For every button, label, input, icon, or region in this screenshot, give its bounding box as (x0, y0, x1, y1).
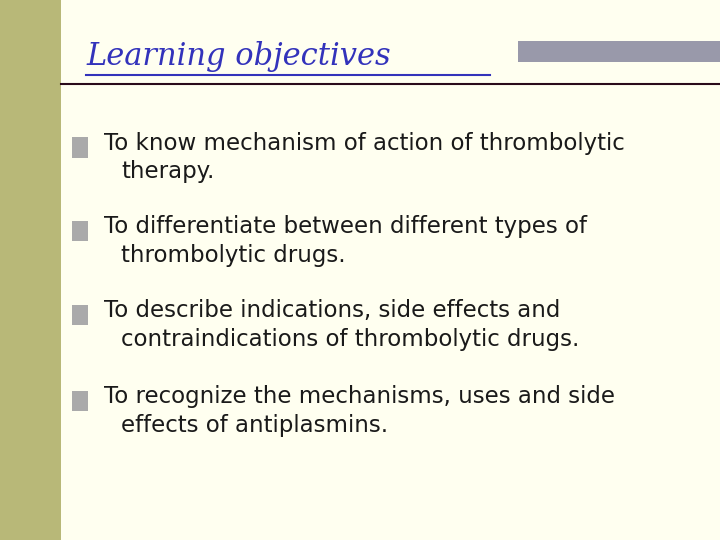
Text: To know mechanism of action of thrombolytic: To know mechanism of action of thromboly… (104, 132, 625, 154)
Text: contraindications of thrombolytic drugs.: contraindications of thrombolytic drugs. (121, 328, 580, 350)
FancyBboxPatch shape (72, 391, 88, 411)
Text: To describe indications, side effects and: To describe indications, side effects an… (104, 299, 561, 322)
Text: effects of antiplasmins.: effects of antiplasmins. (121, 414, 388, 437)
FancyBboxPatch shape (72, 305, 88, 325)
FancyBboxPatch shape (72, 221, 88, 241)
FancyBboxPatch shape (0, 0, 61, 540)
Text: To recognize the mechanisms, uses and side: To recognize the mechanisms, uses and si… (104, 386, 616, 408)
FancyBboxPatch shape (518, 40, 720, 62)
FancyBboxPatch shape (72, 137, 88, 158)
Text: To differentiate between different types of: To differentiate between different types… (104, 215, 588, 238)
Text: thrombolytic drugs.: thrombolytic drugs. (121, 244, 346, 267)
Text: Learning objectives: Learning objectives (86, 41, 391, 72)
Text: therapy.: therapy. (121, 160, 215, 183)
